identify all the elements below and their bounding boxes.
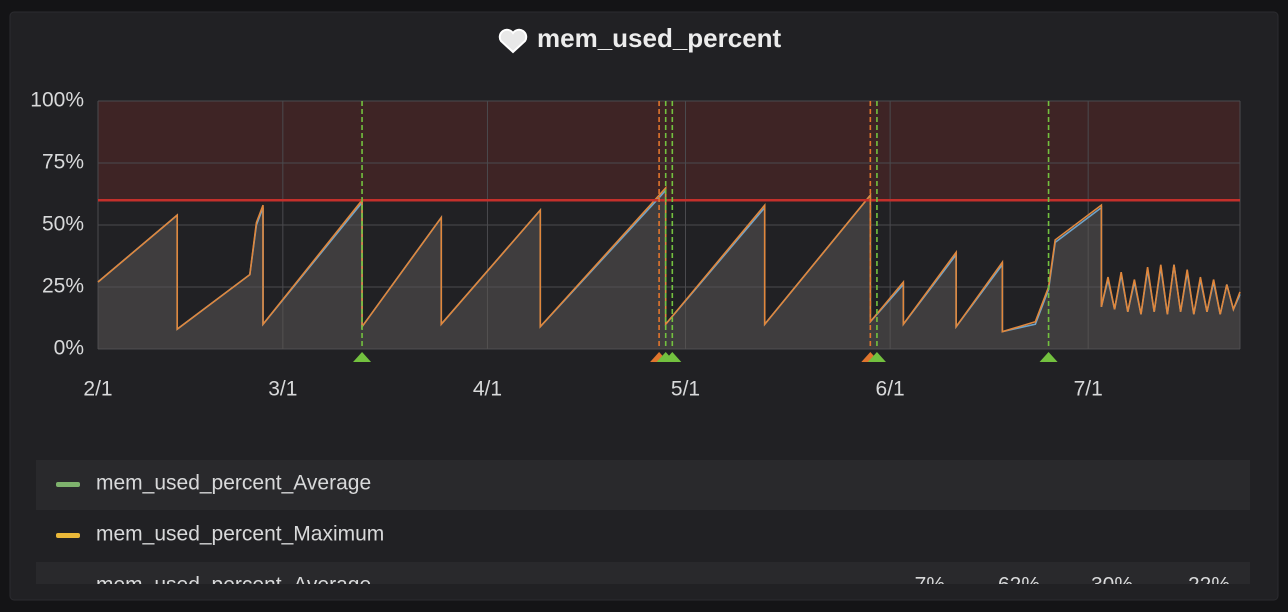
- x-tick-label: 2/1: [83, 378, 112, 401]
- y-tick-label: 75%: [42, 151, 84, 174]
- legend-value: 30%: [1091, 574, 1133, 597]
- annotation-marker: [867, 352, 886, 362]
- y-tick-label: 25%: [42, 275, 84, 298]
- threshold-region: [98, 101, 1240, 201]
- x-tick-label: 5/1: [671, 378, 700, 401]
- legend: minmaxavgcurrentmem_used_percent_Average…: [36, 460, 1250, 597]
- series-line: [97, 185, 1241, 333]
- x-tick-label: 4/1: [473, 378, 502, 401]
- x-tick-label: 6/1: [876, 378, 905, 401]
- annotation-marker: [353, 352, 372, 362]
- legend-label[interactable]: mem_used_percent_Average: [96, 472, 371, 495]
- x-tick-label: 3/1: [268, 378, 297, 401]
- legend-label[interactable]: mem_used_percent_Maximum: [96, 523, 384, 546]
- legend-value: 62%: [998, 574, 1040, 597]
- panel-title: mem_used_percent: [537, 23, 782, 53]
- annotation-marker: [663, 352, 682, 362]
- legend-label: mem_used_percent_Average: [96, 574, 371, 597]
- legend-value: 22%: [1188, 574, 1230, 597]
- legend-row-bg: [36, 562, 1250, 584]
- legend-swatch: [56, 533, 80, 538]
- legend-row-bg: [36, 460, 1250, 510]
- y-tick-label: 0%: [54, 337, 84, 360]
- y-tick-label: 100%: [30, 89, 84, 112]
- series-area: [98, 190, 1240, 349]
- y-tick-label: 50%: [42, 213, 84, 236]
- legend-swatch: [56, 482, 80, 487]
- legend-value: 7%: [915, 574, 945, 597]
- x-tick-label: 7/1: [1074, 378, 1103, 401]
- heart-icon: [498, 28, 528, 54]
- annotation-marker: [1039, 352, 1058, 362]
- plot-area: 0% 25% 50% 75% 100% 2/1 3/1 4/1 5/1 6/1 7/1: [30, 89, 1241, 401]
